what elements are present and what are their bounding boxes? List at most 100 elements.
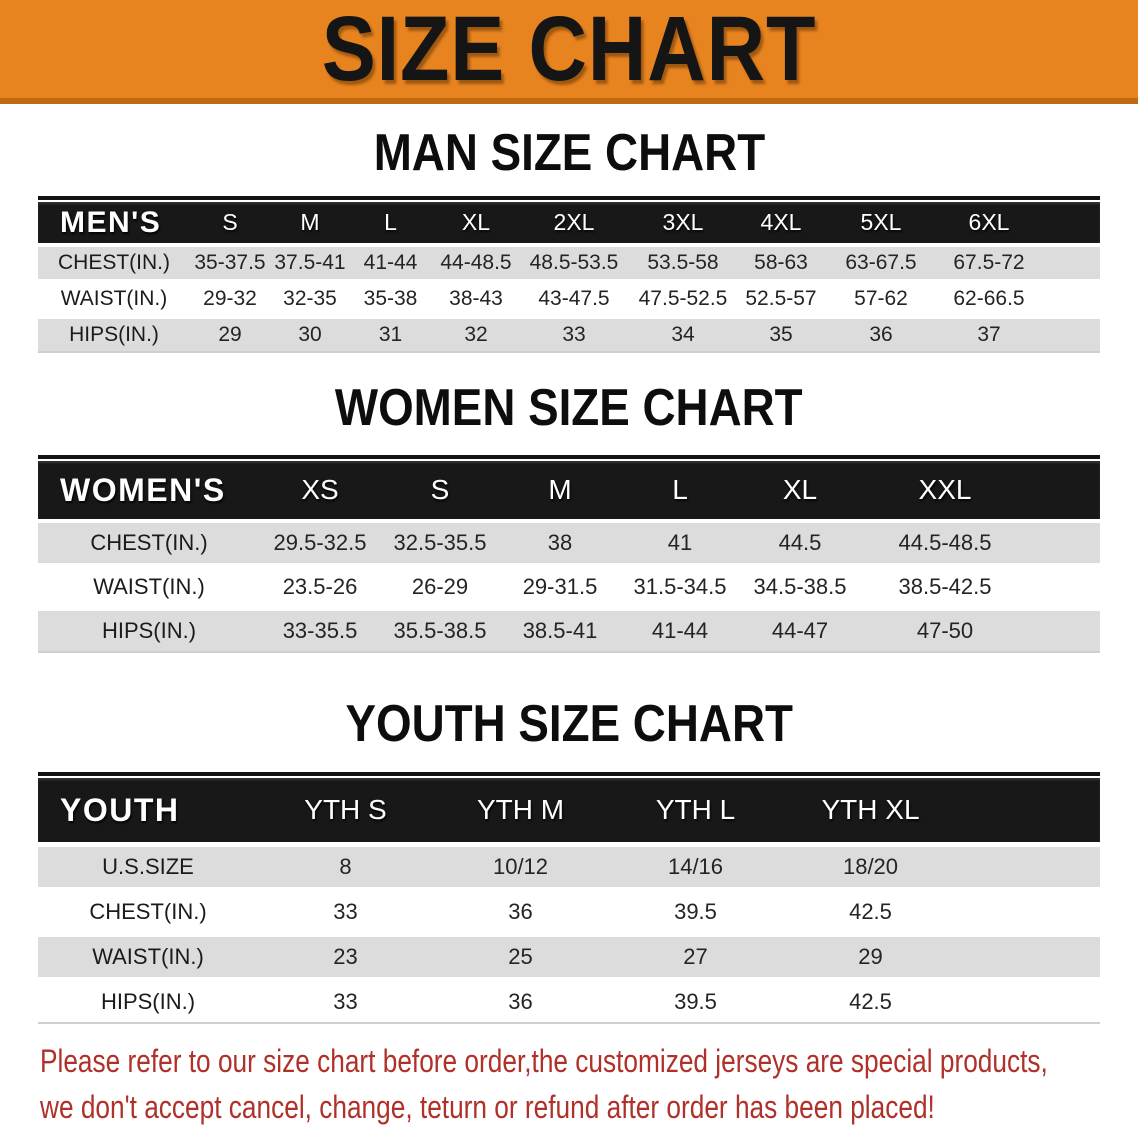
size-column-header: XS [301,474,339,505]
disclaimer: Please refer to our size chart before or… [40,1038,1138,1130]
men-size-table: MEN'S S M L XL 2XL 3XL 4XL 5XL 6XL CHEST(IN.) 35-37… [38,196,1100,353]
value-cell: 38.5-41 [522,618,598,643]
youth-size-section: YOUTH SIZE CHART YOUTH YTH S YTH M YTH L YTH… [0,697,1138,1024]
youth-size-table: YOUTH YTH S YTH M YTH L YTH XL U.S.SIZE 8 10/12… [38,772,1100,1024]
table-header-row: WOMEN'S XS S M L XL XXL [38,461,1100,519]
measure-row-waist-in: WAIST(IN.) 23 25 27 29 [38,937,1100,977]
banner: SIZE CHART [0,0,1138,104]
value-cell: 27 [683,944,708,969]
page-title: SIZE CHART [288,1,850,97]
size-column-header: 3XL [662,209,704,235]
table-title-cell: MEN'S [60,205,162,239]
size-column-header: YTH L [655,794,736,825]
row-label-cell: HIPS(IN.) [101,618,197,643]
value-cell: 58-63 [754,251,808,274]
value-cell: 35-37.5 [194,251,266,274]
value-cell: 32 [464,323,488,346]
value-cell: 31.5-34.5 [633,574,727,599]
table-title-cell: WOMEN'S [60,471,226,508]
value-cell: 36 [508,989,533,1014]
measure-row-chest-in: CHEST(IN.) 33 36 39.5 42.5 [38,892,1100,932]
size-column-header: 2XL [553,209,595,235]
row-label-cell: CHEST(IN.) [89,899,207,924]
value-cell: 57-62 [854,287,908,310]
value-cell: 29-31.5 [522,574,598,599]
value-cell: 53.5-58 [647,251,719,274]
measure-row-chest-in: CHEST(IN.) 35-37.5 37.5-41 41-44 44-48.5 48.5… [38,247,1100,279]
value-cell: 33 [562,323,586,346]
value-cell: 43-47.5 [538,287,610,310]
value-cell: 36 [869,323,893,346]
value-cell: 62-66.5 [953,287,1025,310]
value-cell: 29 [858,944,883,969]
value-cell: 35.5-38.5 [393,618,487,643]
measure-row-waist-in: WAIST(IN.) 29-32 32-35 35-38 38-43 43-47.5 47.… [38,283,1100,315]
row-label-cell: CHEST(IN.) [90,530,208,555]
value-cell: 41-44 [651,618,709,643]
value-cell: 33 [333,899,358,924]
value-cell: 44.5-48.5 [898,530,992,555]
value-cell: 36 [508,899,533,924]
size-column-header: YTH S [304,794,387,825]
value-cell: 32-35 [283,287,337,310]
value-cell: 37.5-41 [274,251,346,274]
value-cell: 23.5-26 [282,574,358,599]
value-cell: 39.5 [674,899,717,924]
measure-row-waist-in: WAIST(IN.) 23.5-26 26-29 29-31.5 31.5-34.5 34… [38,567,1100,607]
size-column-header: L [384,209,397,235]
value-cell: 14/16 [667,854,724,879]
size-column-header: L [672,474,688,505]
value-cell: 38.5-42.5 [898,574,992,599]
value-cell: 42.5 [849,899,892,924]
value-cell: 38-43 [449,287,503,310]
value-cell: 29-32 [203,287,257,310]
measure-row-hips-in: HIPS(IN.) 33-35.5 35.5-38.5 38.5-41 41-44 44-… [38,611,1100,651]
size-column-header: 6XL [968,209,1010,235]
value-cell: 33 [333,989,358,1014]
size-column-header: XXL [918,474,972,505]
women-size-heading: WOMEN SIZE CHART [335,379,803,437]
value-cell: 47.5-52.5 [638,287,728,310]
measure-row-chest-in: CHEST(IN.) 29.5-32.5 32.5-35.5 38 41 44.5 44.5… [38,523,1100,563]
value-cell: 26-29 [411,574,469,599]
value-cell: 18/20 [842,854,899,879]
value-cell: 10/12 [492,854,549,879]
size-column-header: XL [461,209,491,235]
disclaimer-line-1: Please refer to our size chart before or… [40,1043,1048,1079]
value-cell: 63-67.5 [845,251,917,274]
table-header-row: MEN'S S M L XL 2XL 3XL 4XL 5XL 6XL [38,202,1100,243]
value-cell: 34 [671,323,695,346]
row-label-cell: CHEST(IN.) [58,251,170,274]
table-header-row: YOUTH YTH S YTH M YTH L YTH XL [38,778,1100,842]
size-column-header: M [300,209,320,235]
measure-row-hips-in: HIPS(IN.) 33 36 39.5 42.5 [38,982,1100,1022]
size-column-header: XL [782,474,818,505]
disclaimer-line-2: we don't accept cancel, change, teturn o… [40,1089,935,1125]
size-column-header: YTH XL [821,794,920,825]
value-cell: 44-47 [771,618,829,643]
measure-row-u-s-size: U.S.SIZE 8 10/12 14/16 18/20 [38,847,1100,887]
women-size-table: WOMEN'S XS S M L XL XXL CHEST(IN.) 29.5-32.5 32.5… [38,455,1100,653]
value-cell: 52.5-57 [745,287,817,310]
row-label-cell: WAIST(IN.) [93,574,205,599]
man-size-section: MAN SIZE CHART MEN'S S M L XL 2XL 3XL 4XL 5XL 6XL… [0,126,1138,353]
value-cell: 31 [378,323,403,346]
value-cell: 41-44 [363,251,418,274]
value-cell: 33-35.5 [282,618,358,643]
size-column-header: M [548,474,572,505]
measure-row-hips-in: HIPS(IN.) 29 30 31 32 33 34 35 36 37 [38,319,1100,351]
row-label-cell: WAIST(IN.) [60,287,168,310]
size-column-header: 5XL [860,209,902,235]
value-cell: 29.5-32.5 [273,530,367,555]
row-label-cell: WAIST(IN.) [92,944,204,969]
women-size-section: WOMEN SIZE CHART WOMEN'S XS S M L XL XXL CHEST(… [0,381,1138,653]
man-size-heading: MAN SIZE CHART [373,124,765,182]
youth-size-heading: YOUTH SIZE CHART [345,695,793,753]
value-cell: 38 [547,530,573,555]
value-cell: 48.5-53.5 [529,251,619,274]
size-column-header: YTH M [476,794,565,825]
size-column-header: S [222,209,238,235]
value-cell: 23 [333,944,358,969]
value-cell: 41 [667,530,693,555]
